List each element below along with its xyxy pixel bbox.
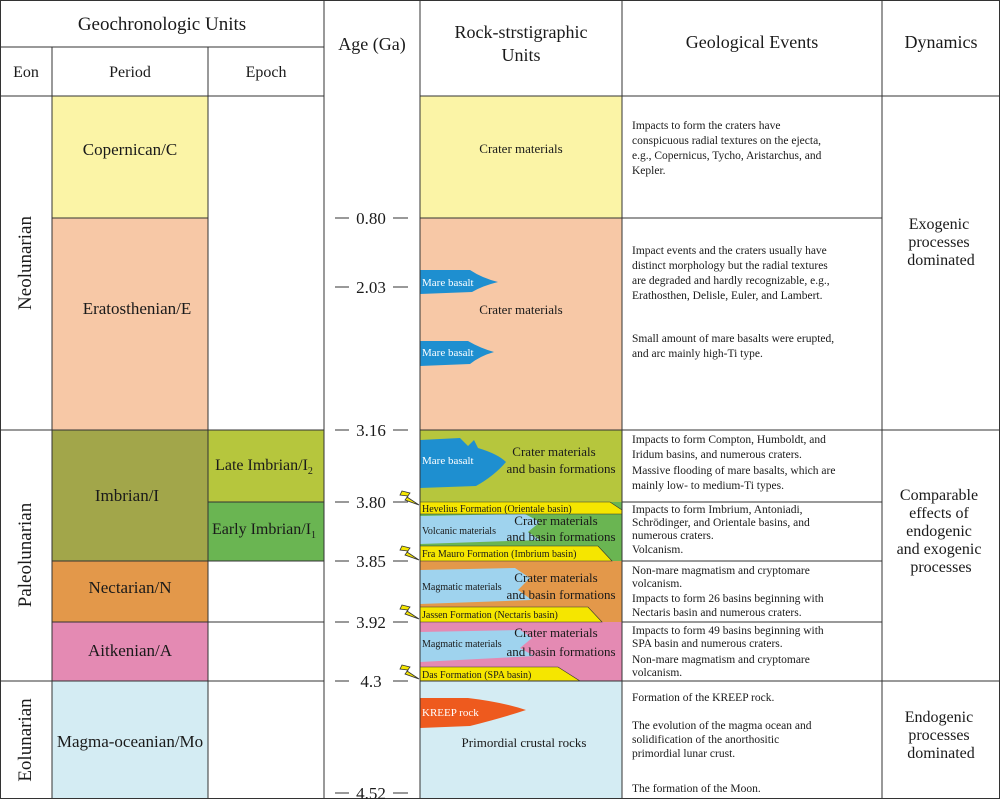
age-label-0-80: 0.80: [356, 209, 386, 228]
impact-arrows: [399, 490, 420, 680]
kreep-rock-flame: [420, 698, 526, 728]
impact-arrow-icon: [399, 545, 420, 561]
magmatic-materials-wedge-a: [420, 630, 534, 662]
events-magma-c: The formation of the Moon.: [632, 783, 761, 795]
period-nectarian: Nectarian/N: [88, 578, 171, 597]
period-cell-imbrian: [52, 430, 208, 561]
rock-copernican-crater: Crater materials: [479, 141, 562, 156]
events-eratosthenian-b: Small amount of mare basalts were erupte…: [632, 333, 837, 360]
epoch-early-imbrian: Early Imbrian/I1: [212, 521, 316, 541]
rock-nectarian-l2: and basin formations: [506, 587, 615, 602]
rock-aitkenian-l2: and basin formations: [506, 644, 615, 659]
header-rock-line1: Rock-strstigraphic: [455, 22, 588, 42]
rock-bg-eratosthenian: [420, 218, 622, 430]
eon-eolunarian: Eolunarian: [15, 698, 36, 782]
period-cell-magma-oceanian: [52, 681, 208, 799]
magmatic-materials-wedge-n: [420, 568, 532, 604]
period-copernican: Copernican/C: [83, 140, 177, 159]
rock-magmatic-materials-n: Magmatic materials: [422, 582, 502, 593]
rock-primordial-crust: Primordial crustal rocks: [462, 735, 587, 750]
mare-basalt-flame-3: [420, 438, 506, 488]
dynamics-endogenic: Endogenic processes dominated: [905, 709, 977, 762]
header-rock-line2: Units: [501, 45, 540, 65]
rock-volcanic-materials: Volcanic materials: [422, 526, 496, 537]
impact-arrow-icon: [399, 664, 420, 680]
period-eratosthenian: Eratosthenian/E: [83, 299, 192, 318]
events-nectarian: Non-mare magmatism and cryptomare volcan…: [632, 565, 827, 619]
age-label-4-3: 4.3: [360, 672, 381, 691]
rock-mare-basalt-3: Mare basalt: [422, 455, 474, 467]
events-magma-a: Formation of the KREEP rock.: [632, 692, 774, 704]
epoch-cell-late-imbrian: [208, 430, 324, 502]
header-age: Age (Ga): [338, 34, 405, 55]
age-label-4-52: 4.52: [356, 784, 386, 799]
rock-bg-copernican: [420, 96, 622, 218]
rock-aitkenian-l1: Crater materials: [514, 625, 597, 640]
header-epoch: Epoch: [246, 64, 287, 81]
rock-magmatic-materials-a: Magmatic materials: [422, 639, 502, 650]
header-geochronologic-units: Geochronologic Units: [78, 14, 246, 35]
age-label-3-92: 3.92: [356, 613, 386, 632]
mare-basalt-flame-2: [420, 341, 494, 366]
rock-mare-basalt-2: Mare basalt: [422, 347, 474, 359]
epoch-cell-early-imbrian: [208, 502, 324, 561]
rock-hevelius-formation: Hevelius Formation (Orientale basin): [422, 504, 572, 515]
rock-mare-basalt-1: Mare basalt: [422, 277, 474, 289]
events-magma-b: The evolution of the magma ocean and sol…: [632, 720, 814, 760]
events-late-imbrian: Impacts to form Compton, Humboldt, and I…: [632, 434, 838, 492]
period-cell-aitkenian: [52, 622, 208, 681]
events-early-imbrian: Impacts to form Imbrium, Antoniadi, Schr…: [632, 504, 813, 556]
period-cell-copernican: [52, 96, 208, 218]
age-markers: [335, 217, 408, 794]
dynamics-comparable: Comparable effects of endogenic and exog…: [897, 487, 986, 576]
impact-arrow-icon: [399, 604, 420, 620]
header-period: Period: [109, 64, 151, 81]
impact-arrow-icon: [399, 490, 420, 506]
age-label-2-03: 2.03: [356, 278, 386, 297]
events-aitkenian: Impacts to form 49 basins beginning with…: [632, 625, 827, 679]
rock-nectarian-l1: Crater materials: [514, 570, 597, 585]
rock-kreep: KREEP rock: [422, 707, 479, 719]
header-dynamics: Dynamics: [905, 32, 978, 52]
period-cell-eratosthenian: [52, 218, 208, 430]
period-imbrian: Imbrian/I: [95, 486, 160, 505]
volcanic-materials-wedge: [420, 514, 540, 544]
rock-jassen-formation: Jassen Formation (Nectaris basin): [422, 610, 558, 621]
rock-fra-mauro-formation: Fra Mauro Formation (Imbrium basin): [422, 549, 576, 560]
events-copernican: Impacts to form the craters have conspic…: [632, 120, 824, 177]
header-eon: Eon: [13, 64, 39, 81]
period-aitkenian: Aitkenian/A: [88, 641, 173, 660]
mare-basalt-flame-1: [420, 270, 498, 294]
age-label-3-16: 3.16: [356, 421, 386, 440]
eon-neolunarian: Neolunarian: [15, 216, 36, 310]
rock-early-imbrian-l1: Crater materials: [514, 513, 597, 528]
rock-das-formation: Das Formation (SPA basin): [422, 670, 531, 681]
rock-early-imbrian-l2: and basin formations: [506, 529, 615, 544]
age-label-3-80: 3.80: [356, 493, 386, 512]
rock-late-imbrian-l2: and basin formations: [506, 461, 615, 476]
eon-paleolunarian: Paleolunarian: [15, 502, 36, 607]
dynamics-exogenic: Exogenic processes dominated: [907, 216, 975, 269]
rock-eratosthenian-crater: Crater materials: [479, 302, 562, 317]
epoch-late-imbrian: Late Imbrian/I2: [215, 457, 313, 477]
period-magma-oceanian: Magma-oceanian/Mo: [57, 732, 203, 751]
header-geological-events: Geological Events: [686, 32, 818, 52]
rock-late-imbrian-l1: Crater materials: [512, 444, 595, 459]
events-eratosthenian-a: Impact events and the craters usually ha…: [632, 245, 833, 302]
age-label-3-85: 3.85: [356, 552, 386, 571]
period-cell-nectarian: [52, 561, 208, 622]
